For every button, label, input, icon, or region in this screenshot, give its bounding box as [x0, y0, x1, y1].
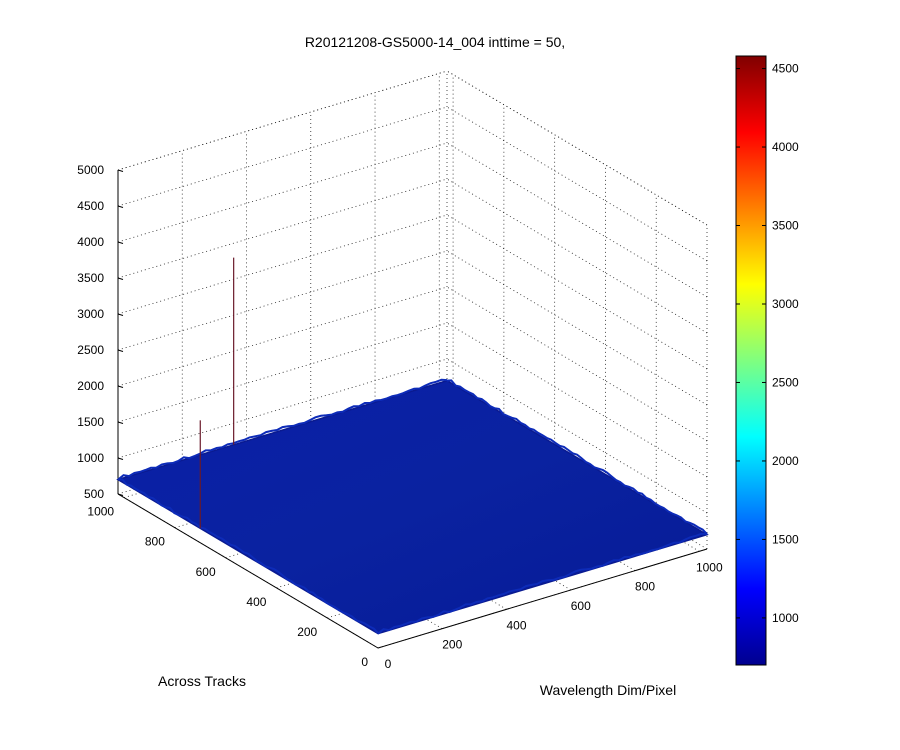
- y-tick-label: 600: [196, 565, 216, 579]
- surface-edge: [446, 379, 708, 535]
- y-tick-label: 0: [361, 655, 368, 669]
- z-tick: [117, 205, 124, 208]
- x-axis-line: [377, 548, 708, 649]
- z-tick: [117, 457, 124, 460]
- z-tick-label: 500: [84, 487, 104, 501]
- y-tick-label: 200: [297, 625, 317, 639]
- x-tick-label: 1000: [696, 560, 723, 574]
- x-tick-label: 800: [635, 580, 655, 594]
- z-tick-label: 2000: [77, 379, 104, 393]
- x-tick-label: 400: [507, 618, 527, 632]
- x-axis-label: Wavelength Dim/Pixel: [540, 682, 676, 698]
- axis-frame: [117, 169, 708, 649]
- z-tick: [117, 241, 124, 244]
- z-tick-label: 2500: [77, 343, 104, 357]
- z-tick-label: 4000: [77, 235, 104, 249]
- surface-mesh: [116, 379, 709, 635]
- z-tick: [117, 277, 124, 280]
- y-tick-label: 1000: [87, 505, 114, 519]
- surface-plot: [116, 378, 709, 635]
- y-axis-line: [117, 493, 379, 649]
- surface-edge: [377, 532, 708, 635]
- colorbar-tick-label: 2500: [772, 375, 799, 389]
- z-tick-label: 3500: [77, 271, 104, 285]
- colorbar-tick-label: 3500: [772, 219, 799, 233]
- z-tick-label: 5000: [77, 163, 104, 177]
- z-tick-label: 4500: [77, 199, 104, 213]
- y-tick-label: 400: [246, 595, 266, 609]
- x-tick-label: 0: [385, 657, 392, 671]
- colorbar-gradient: [735, 55, 767, 666]
- grid-line: [117, 250, 448, 351]
- x-tick-label: 600: [571, 599, 591, 613]
- grid-line: [117, 142, 448, 243]
- colorbar-tick-label: 1500: [772, 532, 799, 546]
- grid-line: [117, 178, 448, 279]
- z-tick: [117, 493, 124, 496]
- x-tick-label: 200: [442, 638, 462, 652]
- colorbar-tick-label: 3000: [772, 297, 799, 311]
- grid-line: [117, 70, 448, 171]
- y-axis-label: Across Tracks: [158, 673, 246, 689]
- z-tick: [117, 169, 124, 172]
- surface-edge: [117, 378, 448, 481]
- z-tick: [117, 385, 124, 388]
- z-tick: [117, 349, 124, 352]
- spike-layer: [199, 257, 235, 529]
- y-tick-label: 800: [145, 535, 165, 549]
- z-tick: [117, 313, 124, 316]
- colorbar-tick-label: 2000: [772, 454, 799, 468]
- grid-line: [117, 286, 448, 387]
- z-tick-label: 1000: [77, 451, 104, 465]
- colorbar: 1000 1500 2000 2500 3000 3500 4000 4500: [735, 55, 799, 666]
- colorbar-tick-label: 4000: [772, 140, 799, 154]
- z-tick-label: 3000: [77, 307, 104, 321]
- tick-labels: 5001000150020002500300035004000450050000…: [77, 163, 723, 671]
- grid-line: [117, 214, 448, 315]
- grid-line: [117, 106, 448, 207]
- surface-edge: [117, 478, 379, 634]
- z-tick: [117, 421, 124, 424]
- colorbar-tick-label: 4500: [772, 62, 799, 76]
- chart-title: R20121208-GS5000-14_004 inttime = 50,: [305, 34, 565, 50]
- colorbar-tick-label: 1000: [772, 611, 799, 625]
- z-tick-label: 1500: [77, 415, 104, 429]
